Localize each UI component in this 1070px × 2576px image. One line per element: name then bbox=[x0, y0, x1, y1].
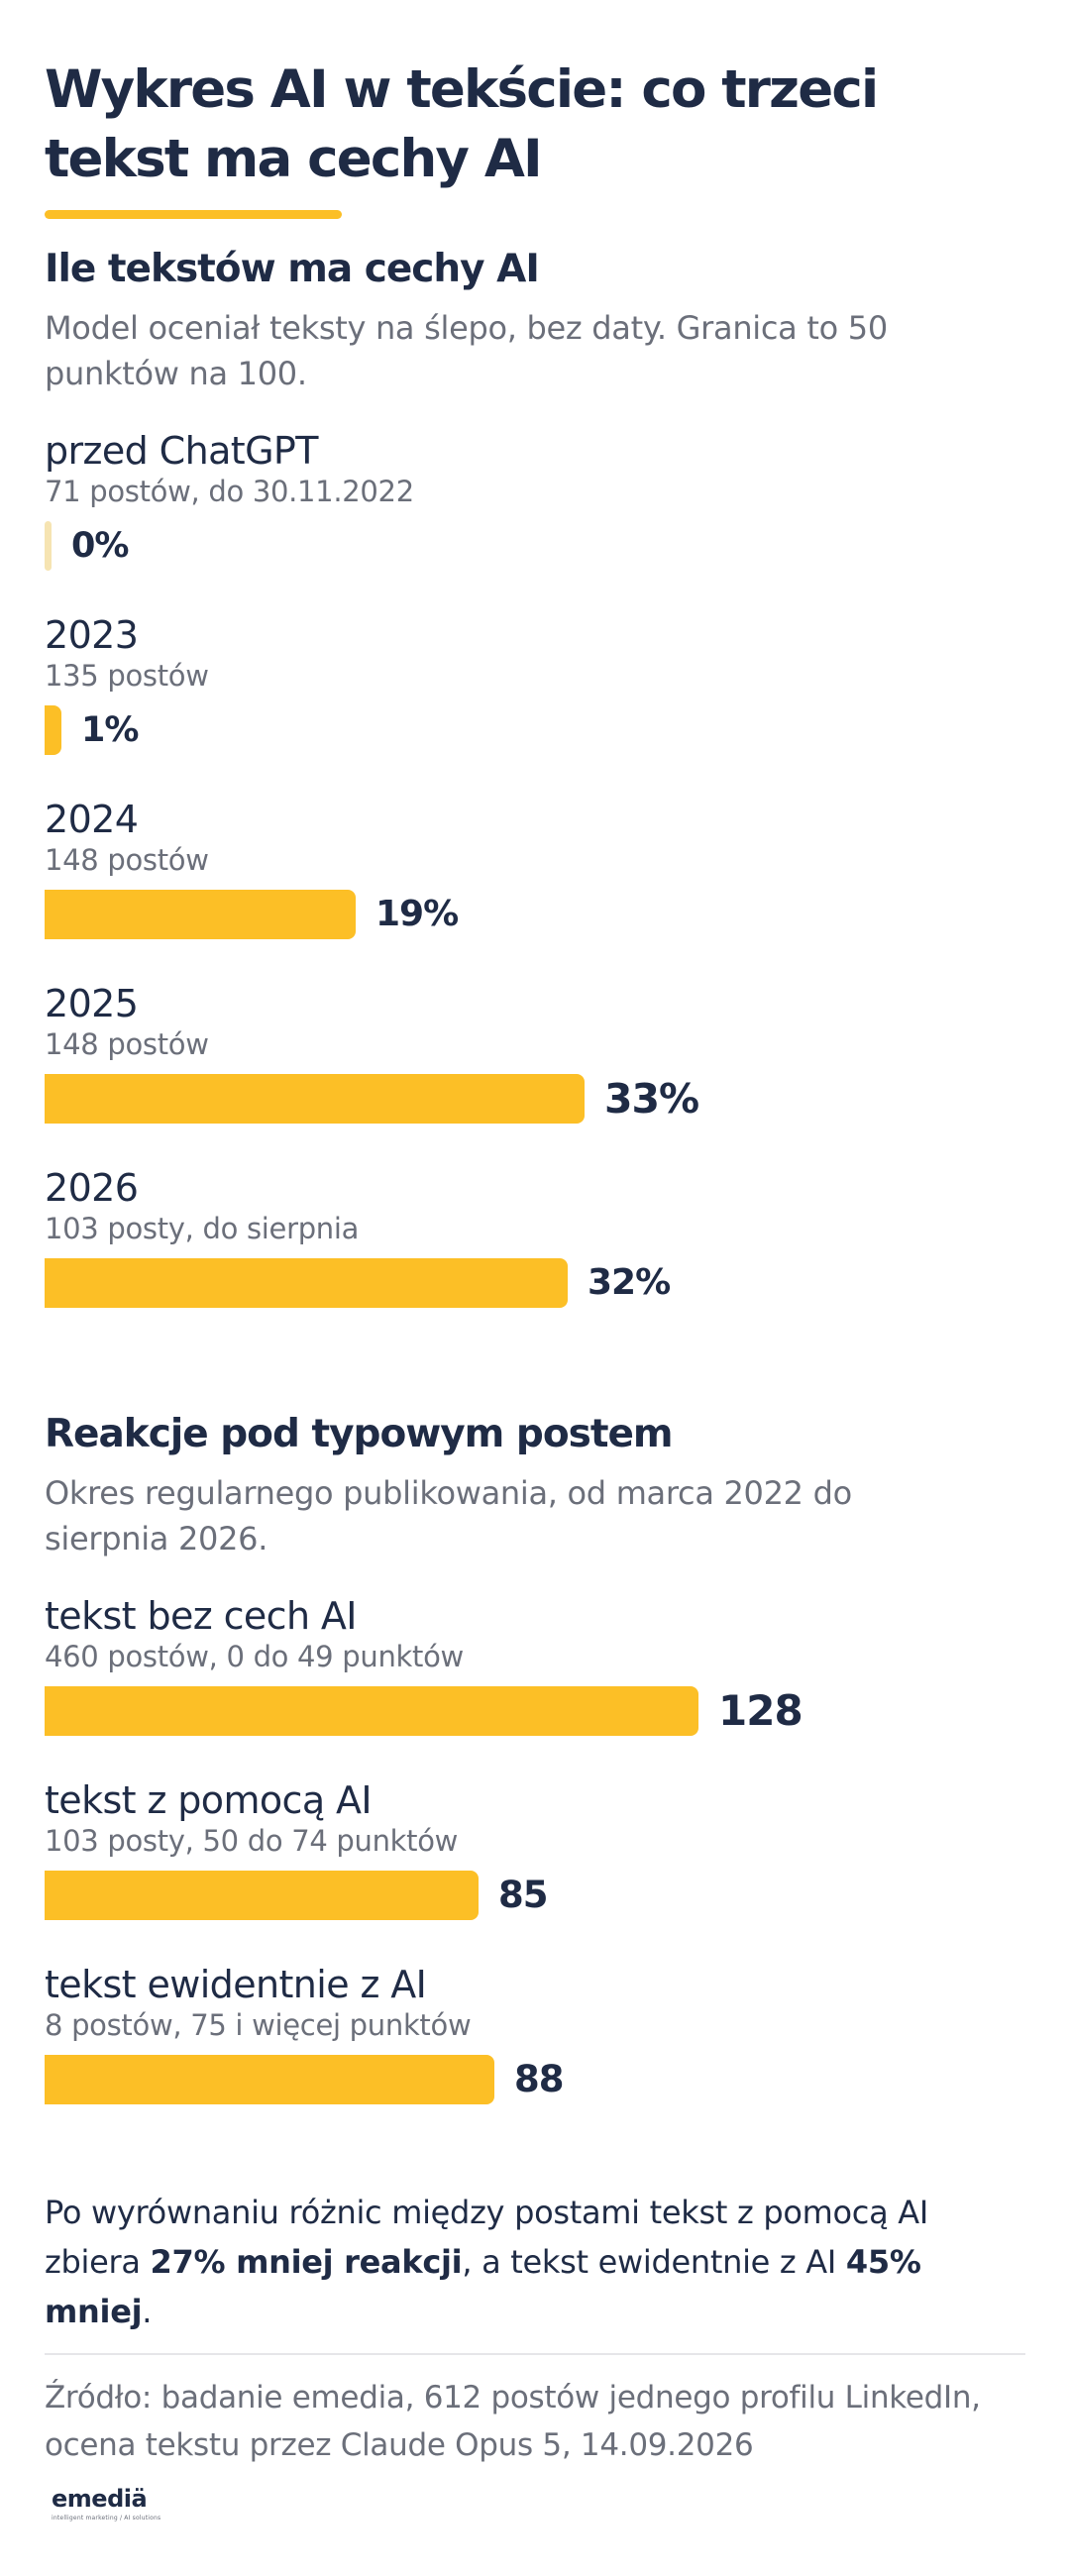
bar-value-label: 85 bbox=[498, 1874, 548, 1916]
bar-row: 33% bbox=[45, 1074, 1025, 1124]
category-label: 2023 bbox=[45, 613, 139, 657]
bar-item: tekst bez cech AI 460 postów, 0 do 49 pun… bbox=[45, 1593, 1025, 1762]
category-label: tekst z pomocą AI bbox=[45, 1778, 373, 1822]
bar-value-label: 33% bbox=[604, 1075, 699, 1123]
bar bbox=[45, 1871, 479, 1920]
bar-value-label: 19% bbox=[375, 894, 459, 934]
emedia-logo: emediä intelligent marketing / AI soluti… bbox=[52, 2485, 160, 2522]
title-underline bbox=[45, 210, 342, 219]
category-label: 2024 bbox=[45, 798, 139, 841]
summary-part-2: , a tekst ewidentnie z AI bbox=[462, 2243, 846, 2281]
category-label: tekst ewidentnie z AI bbox=[45, 1963, 427, 2006]
summary-text: Po wyrównaniu różnic między postami teks… bbox=[45, 2188, 1016, 2336]
category-note: 460 postów, 0 do 49 punktów bbox=[45, 1640, 464, 1673]
divider bbox=[45, 2353, 1025, 2355]
category-label: 2026 bbox=[45, 1166, 139, 1210]
summary-part-1: Po wyrównaniu różnic między postami teks… bbox=[45, 2194, 928, 2281]
chart-2-title: Reakcje pod typowym postem bbox=[45, 1412, 674, 1456]
summary-highlight-2: 45% mniej bbox=[45, 2243, 921, 2330]
bar-value-label: 88 bbox=[514, 2058, 564, 2100]
bar-item: 2026 103 posty, do sierpnia 32% bbox=[45, 1165, 1025, 1334]
logo-wordmark: emediä bbox=[52, 2485, 148, 2513]
bar bbox=[45, 705, 61, 755]
bar bbox=[45, 1258, 568, 1308]
summary-highlight-1: 27% mniej reakcji bbox=[150, 2243, 463, 2281]
bar bbox=[45, 1686, 698, 1736]
category-note: 71 postów, do 30.11.2022 bbox=[45, 475, 414, 508]
bar-row: 1% bbox=[45, 705, 1025, 755]
bar-row: 0% bbox=[45, 521, 1025, 571]
category-note: 103 posty, 50 do 74 punktów bbox=[45, 1824, 459, 1858]
bar-row: 88 bbox=[45, 2055, 1025, 2104]
bar-item: tekst ewidentnie z AI 8 postów, 75 i więc… bbox=[45, 1962, 1025, 2130]
bar-item: tekst z pomocą AI 103 posty, 50 do 74 pun… bbox=[45, 1777, 1025, 1946]
category-note: 103 posty, do sierpnia bbox=[45, 1212, 360, 1245]
category-label: tekst bez cech AI bbox=[45, 1594, 358, 1638]
chart-2-subtitle: Okres regularnego publikowania, od marca… bbox=[45, 1474, 852, 1557]
category-note: 8 postów, 75 i więcej punktów bbox=[45, 2008, 472, 2042]
chart-1-subtitle: Model oceniał teksty na ślepo, bez daty.… bbox=[45, 309, 888, 392]
category-note: 148 postów bbox=[45, 1027, 209, 1061]
bar bbox=[45, 521, 52, 571]
bar-value-label: 32% bbox=[588, 1262, 671, 1303]
bar-item: przed ChatGPT 71 postów, do 30.11.2022 0% bbox=[45, 428, 1025, 596]
chart-1-title: Ile tekstów ma cechy AI bbox=[45, 247, 540, 291]
bar-row: 32% bbox=[45, 1258, 1025, 1308]
logo-tagline: intelligent marketing / AI solutions bbox=[52, 2515, 161, 2522]
summary-part-3: . bbox=[142, 2293, 153, 2330]
bar-row: 19% bbox=[45, 890, 1025, 939]
bar-row: 85 bbox=[45, 1871, 1025, 1920]
bar-value-label: 1% bbox=[81, 710, 139, 750]
bar bbox=[45, 890, 356, 939]
bar-value-label: 128 bbox=[718, 1686, 803, 1735]
category-note: 135 postów bbox=[45, 659, 209, 693]
page-title: Wykres AI w tekście: co trzeci tekst ma … bbox=[45, 59, 879, 189]
bar bbox=[45, 1074, 585, 1124]
bar-item: 2023 135 postów 1% bbox=[45, 612, 1025, 781]
category-note: 148 postów bbox=[45, 843, 209, 877]
category-label: przed ChatGPT bbox=[45, 429, 318, 473]
bar-row: 128 bbox=[45, 1686, 1025, 1736]
bar-value-label: 0% bbox=[71, 526, 129, 566]
bar-item: 2024 148 postów 19% bbox=[45, 797, 1025, 965]
bar-item: 2025 148 postów 33% bbox=[45, 981, 1025, 1149]
category-label: 2025 bbox=[45, 982, 139, 1025]
source-note: Źródło: badanie emedia, 612 postów jedne… bbox=[45, 2380, 981, 2463]
bar bbox=[45, 2055, 494, 2104]
